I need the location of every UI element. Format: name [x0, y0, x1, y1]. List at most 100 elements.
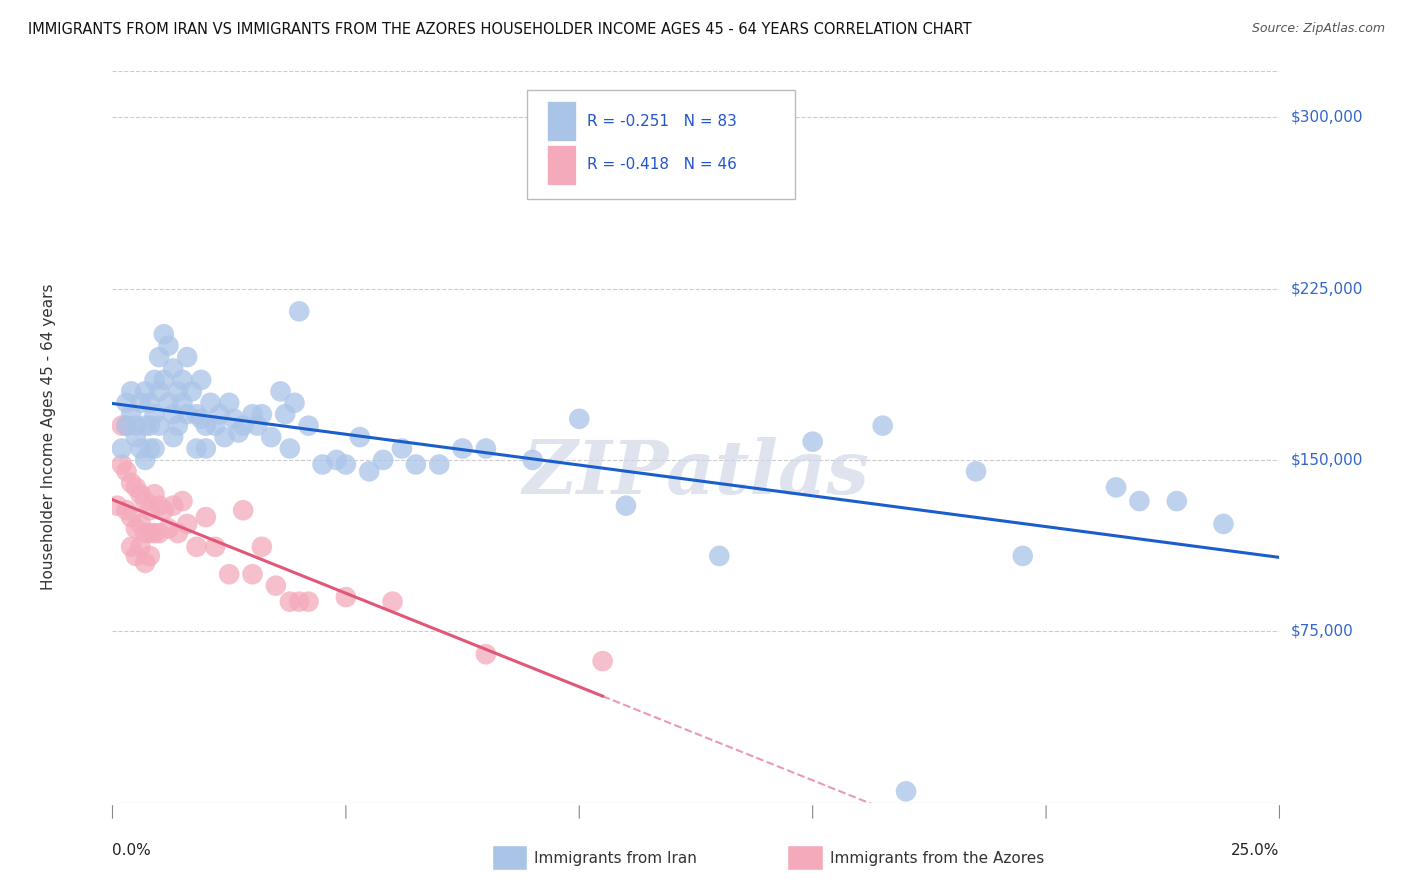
Point [260, 430, 283, 444]
Point [148, 350, 170, 364]
Point [405, 458, 427, 472]
Point [200, 396, 222, 410]
Text: R = -0.251   N = 83: R = -0.251 N = 83 [588, 113, 737, 128]
Point [115, 464, 138, 478]
Text: ZIPatlas: ZIPatlas [523, 437, 869, 510]
Point [894, 784, 917, 798]
Point [1212, 516, 1234, 531]
Point [349, 430, 371, 444]
Point [111, 458, 134, 472]
FancyBboxPatch shape [527, 90, 796, 200]
Point [872, 418, 894, 433]
Point [129, 396, 152, 410]
Point [139, 549, 162, 563]
Point [125, 480, 148, 494]
Point [176, 350, 198, 364]
Point [153, 373, 176, 387]
Text: R = -0.418   N = 46: R = -0.418 N = 46 [588, 158, 737, 172]
Point [359, 464, 381, 478]
Point [139, 503, 162, 517]
Point [143, 373, 166, 387]
Point [194, 510, 217, 524]
Point [139, 526, 162, 541]
Point [139, 396, 162, 410]
Point [157, 521, 180, 535]
Point [148, 418, 170, 433]
Text: Immigrants from the Azores: Immigrants from the Azores [830, 851, 1043, 865]
Point [172, 494, 194, 508]
Point [186, 540, 208, 554]
Point [242, 567, 264, 582]
Point [278, 442, 301, 456]
Point [204, 540, 226, 554]
Point [162, 361, 184, 376]
Point [522, 453, 544, 467]
Point [134, 384, 156, 399]
Point [115, 396, 138, 410]
Point [129, 442, 152, 456]
FancyBboxPatch shape [547, 101, 576, 141]
Point [143, 487, 166, 501]
Text: 25.0%: 25.0% [1232, 843, 1279, 858]
Point [427, 458, 450, 472]
Point [297, 594, 319, 608]
Point [278, 594, 301, 608]
Point [148, 526, 170, 541]
Point [335, 458, 357, 472]
Point [228, 425, 250, 440]
Point [335, 590, 357, 604]
Point [166, 526, 188, 541]
Point [139, 418, 162, 433]
Point [162, 407, 184, 421]
Point [120, 475, 142, 490]
Point [218, 567, 240, 582]
Point [129, 516, 152, 531]
Point [143, 526, 166, 541]
Point [148, 499, 170, 513]
Point [129, 540, 152, 554]
Point [250, 540, 273, 554]
Point [475, 442, 498, 456]
Text: $300,000: $300,000 [1291, 110, 1362, 125]
FancyBboxPatch shape [547, 145, 576, 185]
Point [232, 503, 254, 517]
Point [218, 396, 240, 410]
Point [120, 384, 142, 399]
Point [190, 373, 212, 387]
Point [965, 464, 987, 478]
Point [157, 338, 180, 352]
Point [250, 407, 273, 421]
Point [125, 430, 148, 444]
Point [134, 453, 156, 467]
Point [1128, 494, 1150, 508]
Point [475, 647, 498, 661]
Point [186, 407, 208, 421]
Text: 0.0%: 0.0% [112, 843, 152, 858]
Point [288, 594, 311, 608]
Point [270, 384, 292, 399]
Point [134, 418, 156, 433]
Text: $225,000: $225,000 [1291, 281, 1362, 296]
Point [166, 418, 188, 433]
Point [242, 407, 264, 421]
Point [134, 556, 156, 570]
Text: Householder Income Ages 45 - 64 years: Householder Income Ages 45 - 64 years [41, 284, 56, 591]
Point [709, 549, 731, 563]
Point [134, 494, 156, 508]
Point [134, 526, 156, 541]
Point [1105, 480, 1128, 494]
Point [120, 407, 142, 421]
Point [1011, 549, 1033, 563]
Point [204, 418, 226, 433]
Point [166, 384, 188, 399]
Point [283, 396, 305, 410]
Point [194, 442, 217, 456]
Point [176, 407, 198, 421]
Text: Source: ZipAtlas.com: Source: ZipAtlas.com [1251, 22, 1385, 36]
Point [1166, 494, 1188, 508]
Point [297, 418, 319, 433]
Point [162, 499, 184, 513]
Text: Immigrants from Iran: Immigrants from Iran [534, 851, 697, 865]
Point [214, 430, 236, 444]
Point [111, 418, 134, 433]
